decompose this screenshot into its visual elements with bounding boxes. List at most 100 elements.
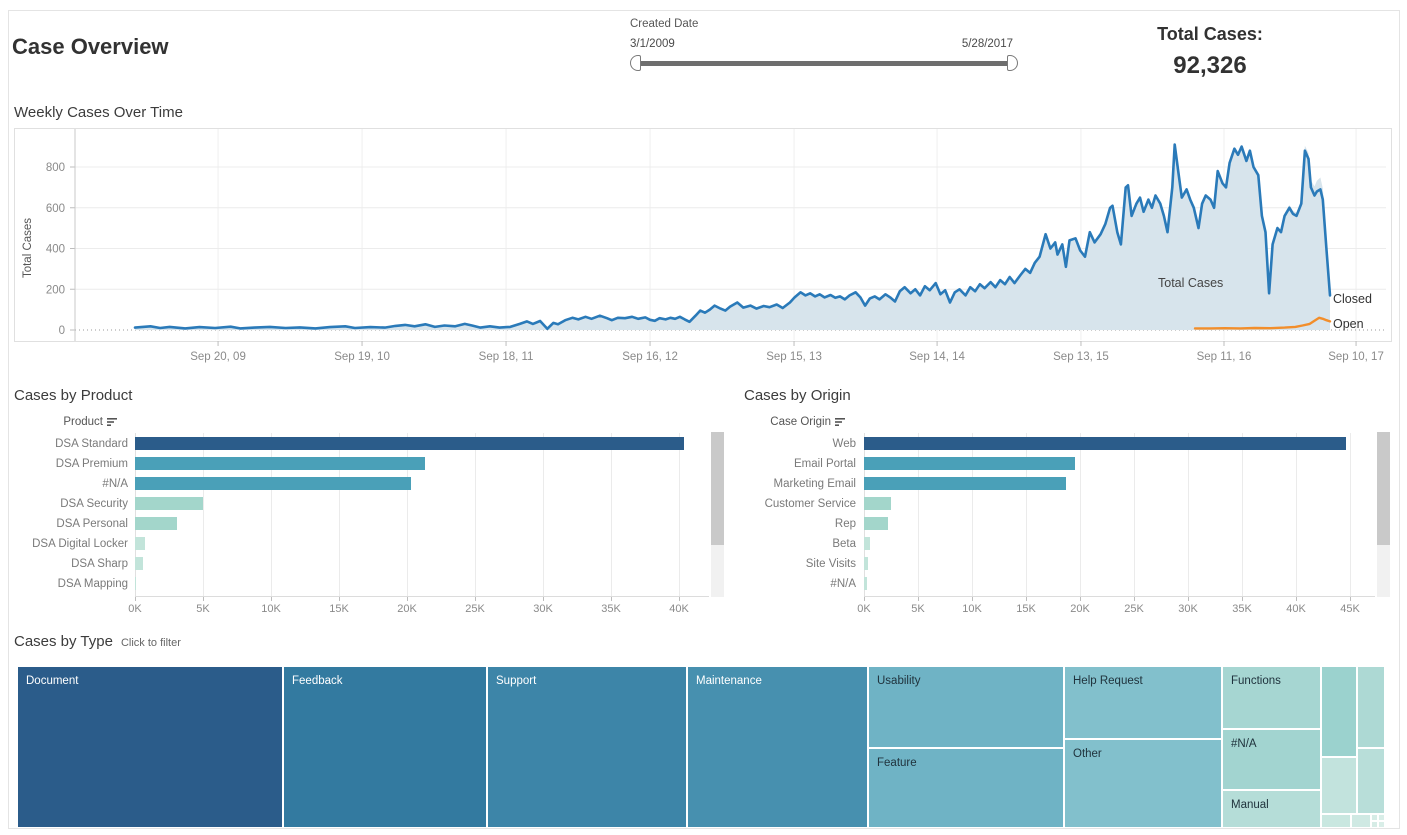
treemap-cell[interactable] xyxy=(1358,749,1384,813)
x-tick xyxy=(543,597,544,601)
sort-icon[interactable] xyxy=(835,417,846,427)
x-tick xyxy=(203,597,204,601)
product-column-header[interactable]: Product xyxy=(14,416,118,428)
x-tick-label: 30K xyxy=(533,603,553,615)
treemap-cell-functions[interactable]: Functions xyxy=(1223,667,1320,728)
x-gridline xyxy=(203,433,204,596)
x-gridline xyxy=(1242,433,1243,596)
treemap-cell[interactable] xyxy=(1322,667,1356,756)
treemap-cell-manual[interactable]: Manual xyxy=(1223,791,1320,827)
plot-border xyxy=(14,128,1392,342)
x-tick-label: Sep 19, 10 xyxy=(334,351,390,363)
x-tick-label: 20K xyxy=(397,603,417,615)
treemap-cell[interactable] xyxy=(1352,815,1370,827)
dashboard-frame xyxy=(8,10,1400,829)
row-label--n-a: #N/A xyxy=(102,478,128,490)
bar[interactable] xyxy=(135,557,143,570)
bar[interactable] xyxy=(864,437,1346,450)
y-axis-title: Total Cases xyxy=(22,218,34,278)
x-tick xyxy=(339,597,340,601)
bar[interactable] xyxy=(864,537,870,550)
x-gridline xyxy=(271,433,272,596)
date-slider-left-handle[interactable] xyxy=(630,55,641,71)
row-label-dsa-personal: DSA Personal xyxy=(56,518,128,530)
x-gridline xyxy=(1080,433,1081,596)
bar[interactable] xyxy=(135,577,136,590)
x-tick-label: 5K xyxy=(911,603,925,615)
x-gridline xyxy=(918,433,919,596)
origin-chart-title: Cases by Origin xyxy=(744,387,851,404)
x-gridline xyxy=(864,433,865,596)
treemap-cell--n-a[interactable]: #N/A xyxy=(1223,730,1320,789)
row-label-beta: Beta xyxy=(832,538,856,550)
type-chart-subtitle: Click to filter xyxy=(120,637,181,649)
origin-column-header[interactable]: Case Origin xyxy=(744,416,846,428)
bar[interactable] xyxy=(864,577,867,590)
treemap-cell-label: Document xyxy=(26,675,79,687)
treemap-cell-label: Usability xyxy=(877,675,921,687)
x-tick xyxy=(1242,597,1243,601)
y-tick-label: 0 xyxy=(59,325,65,337)
treemap-cell-feature[interactable]: Feature xyxy=(869,749,1063,827)
row-label-email-portal: Email Portal xyxy=(794,458,856,470)
total-cases-area[interactable] xyxy=(135,144,1330,330)
treemap-cell-feedback[interactable]: Feedback xyxy=(284,667,486,827)
product-chart-title: Cases by Product xyxy=(14,387,133,404)
x-tick-label: Sep 10, 17 xyxy=(1328,351,1384,363)
x-gridline xyxy=(611,433,612,596)
cases-by-origin-chart: Case Origin 0K 5K 10K 15K 20K 25K 30K 35K 40K 45K… xyxy=(744,413,1391,618)
treemap-cell[interactable] xyxy=(1358,667,1384,747)
y-tick-label: 600 xyxy=(46,203,65,215)
treemap-cell-help-request[interactable]: Help Request xyxy=(1065,667,1221,738)
x-gridline xyxy=(543,433,544,596)
treemap-cell[interactable] xyxy=(1322,815,1350,827)
bar[interactable] xyxy=(864,497,891,510)
treemap-cell[interactable] xyxy=(1372,815,1377,820)
treemap-cell-support[interactable]: Support xyxy=(488,667,686,827)
closed-line[interactable] xyxy=(133,143,1332,331)
bar[interactable] xyxy=(864,477,1066,490)
treemap-cell-other[interactable]: Other xyxy=(1065,740,1221,827)
bar[interactable] xyxy=(135,477,411,490)
treemap-cell[interactable] xyxy=(1379,815,1384,820)
scrollbar-thumb[interactable] xyxy=(711,432,724,545)
type-chart-title: Cases by Type Click to filter xyxy=(14,633,181,650)
weekly-cases-chart[interactable]: Sep 20, 09 Sep 19, 10 Sep 18, 11 Sep 16, 12… xyxy=(14,128,1392,375)
treemap-cell-maintenance[interactable]: Maintenance xyxy=(688,667,867,827)
x-tick-label: 10K xyxy=(261,603,281,615)
x-gridline xyxy=(1134,433,1135,596)
x-tick-label: Sep 16, 12 xyxy=(622,351,678,363)
x-gridline xyxy=(339,433,340,596)
bar[interactable] xyxy=(864,557,868,570)
type-chart-title-text: Cases by Type xyxy=(14,633,113,650)
treemap-cell[interactable] xyxy=(1372,822,1377,827)
x-tick-label: 45K xyxy=(1340,603,1360,615)
date-slider-label: Created Date xyxy=(630,18,699,30)
x-axis-line xyxy=(135,596,709,597)
total-cases-value: 92,326 xyxy=(1173,52,1247,79)
treemap-cell[interactable] xyxy=(1379,822,1384,827)
x-gridline xyxy=(679,433,680,596)
open-line[interactable] xyxy=(1193,316,1332,330)
treemap-cell-usability[interactable]: Usability xyxy=(869,667,1063,747)
bar[interactable] xyxy=(135,457,425,470)
date-slider-right-handle[interactable] xyxy=(1007,55,1018,71)
bar[interactable] xyxy=(135,437,684,450)
scrollbar-thumb[interactable] xyxy=(1377,432,1390,545)
x-tick-label: Sep 14, 14 xyxy=(909,351,965,363)
bar[interactable] xyxy=(135,537,145,550)
sort-icon[interactable] xyxy=(107,417,118,427)
bar[interactable] xyxy=(864,457,1075,470)
x-tick xyxy=(972,597,973,601)
bar[interactable] xyxy=(135,497,203,510)
treemap-cell[interactable] xyxy=(1322,758,1356,813)
treemap-cell-document[interactable]: Document xyxy=(18,667,282,827)
bar[interactable] xyxy=(135,517,177,530)
x-tick-label: 10K xyxy=(962,603,982,615)
origin-column-header-label: Case Origin xyxy=(770,416,831,428)
row-label-dsa-sharp: DSA Sharp xyxy=(71,558,128,570)
date-range-slider-track[interactable] xyxy=(637,61,1013,66)
x-tick xyxy=(864,597,865,601)
bar[interactable] xyxy=(864,517,888,530)
